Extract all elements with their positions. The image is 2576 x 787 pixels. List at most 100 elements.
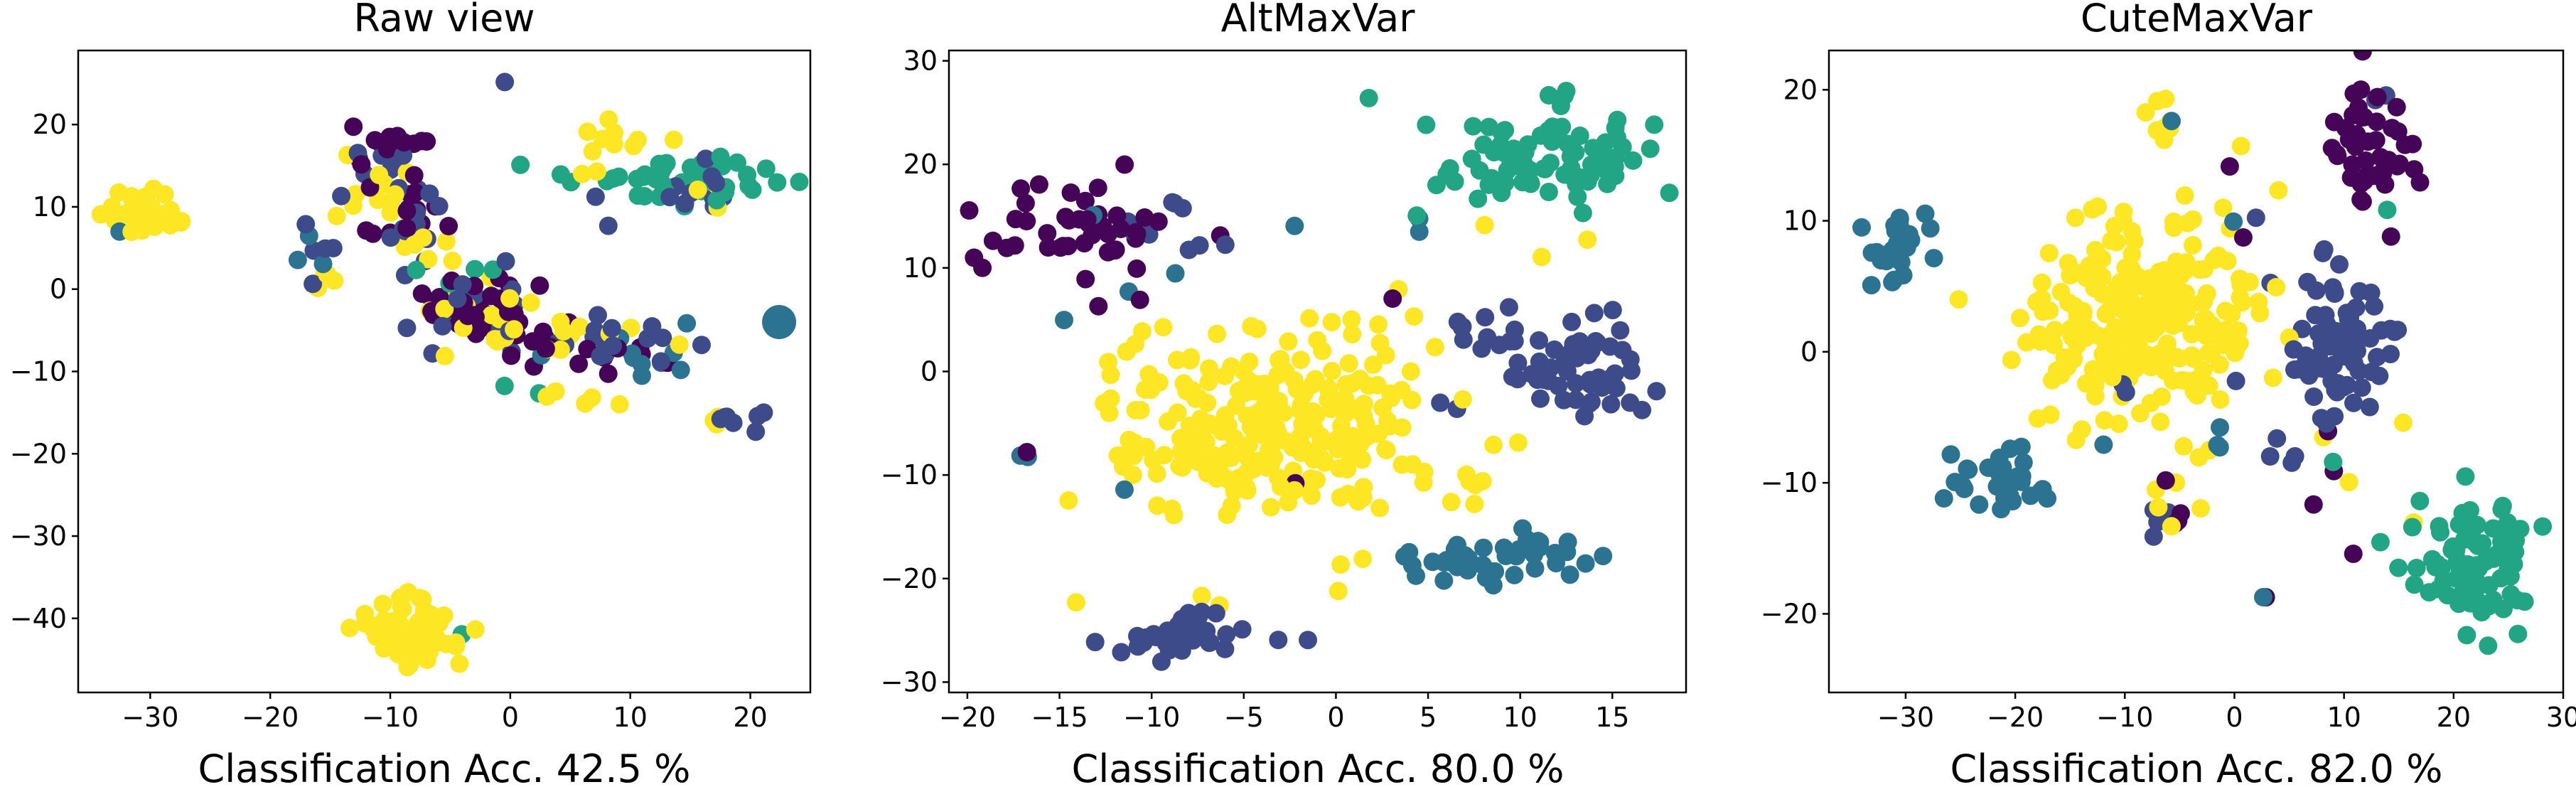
data-point <box>2378 200 2397 220</box>
data-point <box>2304 495 2323 514</box>
x-tick-label: −10 <box>1123 702 1180 733</box>
data-point <box>1453 390 1472 409</box>
data-point <box>2191 499 2210 518</box>
data-point <box>2189 448 2209 467</box>
data-point <box>2339 130 2358 149</box>
data-point <box>1890 208 1909 227</box>
data-point <box>448 289 467 309</box>
data-point <box>1227 396 1246 415</box>
data-point <box>2095 411 2114 430</box>
data-point <box>2373 165 2392 184</box>
data-point <box>2209 246 2228 265</box>
data-point <box>332 186 351 205</box>
data-point <box>1916 204 1935 223</box>
data-point <box>2083 360 2103 379</box>
data-point <box>1215 235 1235 255</box>
data-point <box>1505 565 1524 584</box>
data-point <box>1329 582 1348 601</box>
data-point <box>450 654 469 673</box>
data-point <box>2131 342 2150 361</box>
data-point <box>2410 173 2430 192</box>
data-point <box>2211 390 2230 409</box>
data-point <box>1154 318 1173 337</box>
data-point <box>1120 430 1139 449</box>
data-point <box>2010 309 2029 328</box>
data-point <box>1529 532 1547 550</box>
data-point <box>1313 341 1332 360</box>
data-point <box>1513 519 1532 538</box>
data-point <box>587 162 606 181</box>
data-point <box>1180 416 1199 435</box>
data-point <box>1167 350 1186 370</box>
data-point <box>2125 232 2144 251</box>
data-point <box>1518 135 1537 154</box>
data-point <box>171 213 190 232</box>
data-point <box>762 305 797 339</box>
data-point <box>511 155 530 174</box>
data-point <box>406 183 425 202</box>
data-point <box>1596 133 1615 152</box>
y-tick-label: 30 <box>903 45 938 77</box>
data-point <box>537 387 557 406</box>
data-point <box>1059 491 1078 510</box>
data-point <box>670 335 689 354</box>
data-point <box>2231 136 2250 156</box>
data-point <box>1208 324 1226 343</box>
x-tick-label: 0 <box>1327 702 1344 733</box>
data-point <box>1271 477 1290 496</box>
data-point <box>1534 159 1553 178</box>
data-point <box>1198 393 1217 412</box>
data-point <box>2213 198 2233 218</box>
x-axis-ticks: −30 −20 −10 0 10 20 30 <box>1877 692 2576 733</box>
data-point <box>1401 362 1420 381</box>
data-point <box>397 318 417 338</box>
data-point <box>1504 139 1523 159</box>
data-point <box>638 329 658 348</box>
data-point <box>1038 224 1057 243</box>
data-point <box>711 147 730 166</box>
data-point <box>1867 242 1887 262</box>
data-point <box>660 188 680 207</box>
x-tick-label: −15 <box>1031 702 1088 733</box>
data-point <box>1520 173 1540 192</box>
data-point <box>707 173 726 193</box>
y-tick-label: 10 <box>33 191 67 223</box>
data-point <box>1417 115 1436 134</box>
data-point <box>1199 359 1218 378</box>
data-point <box>1173 458 1192 477</box>
data-point <box>1208 456 1227 475</box>
data-point <box>495 73 515 92</box>
data-point <box>1336 375 1356 394</box>
data-point <box>1299 631 1317 650</box>
y-tick-label: 20 <box>903 149 938 180</box>
data-point <box>2269 181 2288 200</box>
data-point <box>1029 175 1048 194</box>
y-tick-label: −10 <box>881 459 938 491</box>
data-point <box>2501 529 2520 548</box>
y-tick-label: 20 <box>33 109 67 140</box>
y-axis-ticks: −40 −30 −20 −10 0 10 20 <box>10 109 78 634</box>
data-point <box>1353 550 1373 569</box>
data-point <box>1338 484 1358 503</box>
data-point <box>1112 643 1131 662</box>
data-point <box>1088 178 1107 198</box>
data-point <box>1158 621 1177 641</box>
data-point <box>2344 106 2363 124</box>
data-point <box>604 124 623 144</box>
data-point <box>1601 337 1620 356</box>
data-point <box>352 155 371 174</box>
data-point <box>2370 366 2389 385</box>
data-point <box>1431 393 1450 412</box>
data-point <box>2066 263 2086 282</box>
data-point <box>1011 179 1031 198</box>
data-point <box>2385 322 2404 341</box>
data-point <box>536 339 555 358</box>
data-point <box>2533 517 2553 536</box>
data-point <box>2324 452 2343 471</box>
data-point <box>2082 268 2101 287</box>
x-tick-label: −20 <box>939 702 996 733</box>
data-point <box>1154 446 1174 465</box>
data-point <box>2350 282 2369 301</box>
data-point <box>2285 446 2304 466</box>
data-point <box>365 131 385 150</box>
